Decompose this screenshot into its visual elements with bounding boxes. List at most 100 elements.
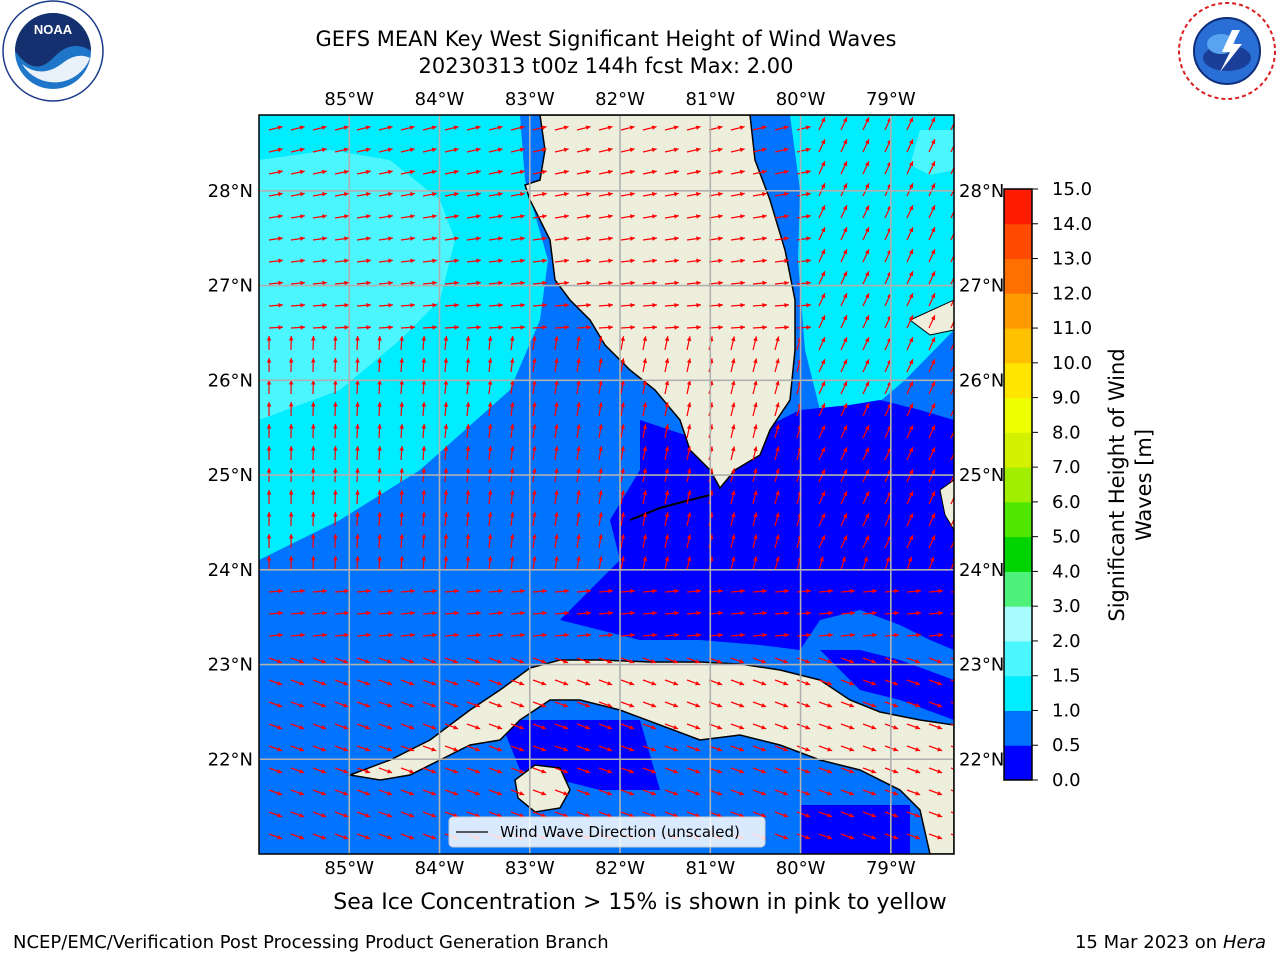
wave-direction-arrowhead: [431, 791, 437, 796]
wave-direction-arrowhead: [620, 336, 625, 342]
wave-direction-arrowhead: [629, 192, 635, 197]
wave-direction-arrowhead: [695, 791, 701, 796]
wave-direction-arrowhead: [620, 490, 625, 496]
wave-direction-arrowhead: [475, 725, 481, 730]
wave-direction-arrowhead: [497, 769, 503, 774]
wave-direction-arrowhead: [842, 161, 848, 167]
wave-direction-arrowhead: [365, 703, 371, 708]
footer-date-text: 15 Mar 2023 on: [1074, 932, 1218, 953]
wave-direction-arrowhead: [686, 336, 692, 342]
wave-direction-arrowhead: [366, 632, 371, 638]
wave-direction-arrowhead: [387, 725, 393, 730]
lon-tick-bottom: 82°W: [595, 858, 645, 879]
wave-direction-arrowhead: [686, 358, 692, 364]
map-frame: [258, 114, 955, 855]
wave-direction-arrowhead: [717, 681, 723, 686]
wave-direction-arrowhead: [652, 325, 657, 330]
wave-direction-arrowhead: [431, 813, 437, 818]
wave-direction-arrowhead: [585, 125, 591, 130]
wave-direction-arrowhead: [686, 468, 692, 474]
wave-direction-arrowhead: [487, 336, 493, 341]
wave-direction-arrowhead: [542, 214, 547, 219]
wave-direction-arrowhead: [630, 610, 635, 616]
wave-direction-arrowhead: [731, 556, 736, 562]
wave-direction-arrowhead: [453, 125, 459, 130]
wave-direction-arrowhead: [762, 280, 767, 286]
wave-direction-arrow: [950, 767, 954, 770]
wave-direction-arrowhead: [310, 490, 316, 495]
footer-machine: Hera: [1222, 932, 1266, 953]
wave-direction-arrowhead: [806, 632, 811, 638]
wave-direction-arrowhead: [532, 402, 537, 407]
wave-direction-arrowhead: [509, 534, 515, 539]
wave-direction-arrowhead: [717, 125, 723, 130]
wave-direction-arrowhead: [915, 703, 921, 708]
wave-direction-arrowhead: [739, 725, 745, 730]
wave-direction-arrowhead: [629, 747, 635, 752]
wave-direction-arrowhead: [686, 380, 692, 386]
wave-direction-arrowhead: [278, 325, 283, 330]
wave-direction-arrowhead: [937, 769, 943, 774]
wave-direction-arrowhead: [629, 659, 635, 664]
wave-direction-arrowhead: [344, 302, 349, 308]
lat-tick-right: 23°N: [959, 655, 1004, 676]
wave-direction-arrowhead: [762, 258, 767, 264]
wave-direction-arrowhead: [266, 424, 272, 429]
wave-direction-arrowhead: [908, 139, 914, 145]
wave-direction-arrowhead: [299, 835, 305, 840]
wave-direction-arrowhead: [651, 703, 657, 708]
wave-direction-arrowhead: [739, 791, 745, 796]
wave-direction-arrowhead: [695, 769, 701, 774]
colorbar-tick-label: 5.0: [1052, 527, 1081, 548]
wave-direction-arrowhead: [541, 169, 547, 175]
wave-direction-arrowhead: [753, 358, 758, 364]
wave-direction-arrowhead: [842, 271, 848, 277]
wave-direction-arrowhead: [864, 447, 870, 453]
wave-direction-arrowhead: [554, 512, 559, 517]
wave-direction-arrowhead: [465, 358, 471, 363]
wave-direction-arrowhead: [664, 556, 670, 562]
wave-direction-arrowhead: [355, 402, 360, 407]
wave-direction-arrowhead: [761, 747, 767, 752]
wave-direction-arrowhead: [586, 236, 591, 241]
wave-direction-arrowhead: [842, 403, 848, 409]
wave-direction-arrowhead: [930, 359, 936, 365]
wave-direction-arrowhead: [333, 534, 338, 539]
wave-direction-arrowhead: [820, 535, 826, 541]
wave-direction-arrowhead: [630, 325, 635, 330]
wave-direction-arrowhead: [509, 380, 515, 385]
wave-direction-arrowhead: [930, 271, 936, 277]
wave-direction-arrowhead: [753, 512, 758, 518]
wave-direction-arrowhead: [321, 169, 327, 175]
wave-direction-arrowhead: [908, 117, 914, 123]
wave-direction-arrowhead: [454, 214, 459, 219]
wave-direction-arrowhead: [300, 588, 305, 594]
wave-direction-arrowhead: [586, 325, 591, 330]
wave-direction-arrowhead: [475, 125, 481, 130]
axis-tick-labels: 85°W 85°W 84°W 84°W 83°W 83°W 82°W 82°W 81°W 81°W…: [208, 89, 1005, 879]
wave-direction-arrowhead: [673, 791, 679, 796]
wave-direction-arrowhead: [937, 747, 943, 752]
wave-direction-arrowhead: [497, 169, 503, 175]
wave-direction-arrowhead: [696, 236, 701, 241]
wave-direction-arrowhead: [399, 490, 404, 495]
wave-direction-arrowhead: [388, 280, 393, 286]
wave-direction-arrow: [950, 701, 954, 704]
wave-direction-arrowhead: [885, 556, 891, 562]
wave-direction-arrowhead: [475, 747, 481, 752]
wave-direction-arrowhead: [288, 490, 294, 495]
wave-direction-arrowhead: [431, 703, 437, 708]
wave-direction-arrowhead: [674, 236, 679, 241]
lon-tick-bottom: 79°W: [866, 858, 916, 879]
wave-direction-arrowhead: [509, 424, 515, 429]
wave-direction-arrowhead: [695, 703, 701, 708]
wave-direction-arrowhead: [930, 403, 936, 409]
wave-direction-arrowhead: [642, 424, 648, 430]
wave-direction-arrowhead: [642, 358, 648, 364]
wave-direction-arrow: [950, 745, 954, 748]
wave-direction-arrowhead: [476, 610, 481, 616]
wave-direction-arrowhead: [343, 659, 349, 664]
wave-direction-arrowhead: [586, 302, 591, 308]
wave-direction-arrowhead: [842, 359, 848, 365]
wave-direction-arrowhead: [908, 513, 914, 519]
